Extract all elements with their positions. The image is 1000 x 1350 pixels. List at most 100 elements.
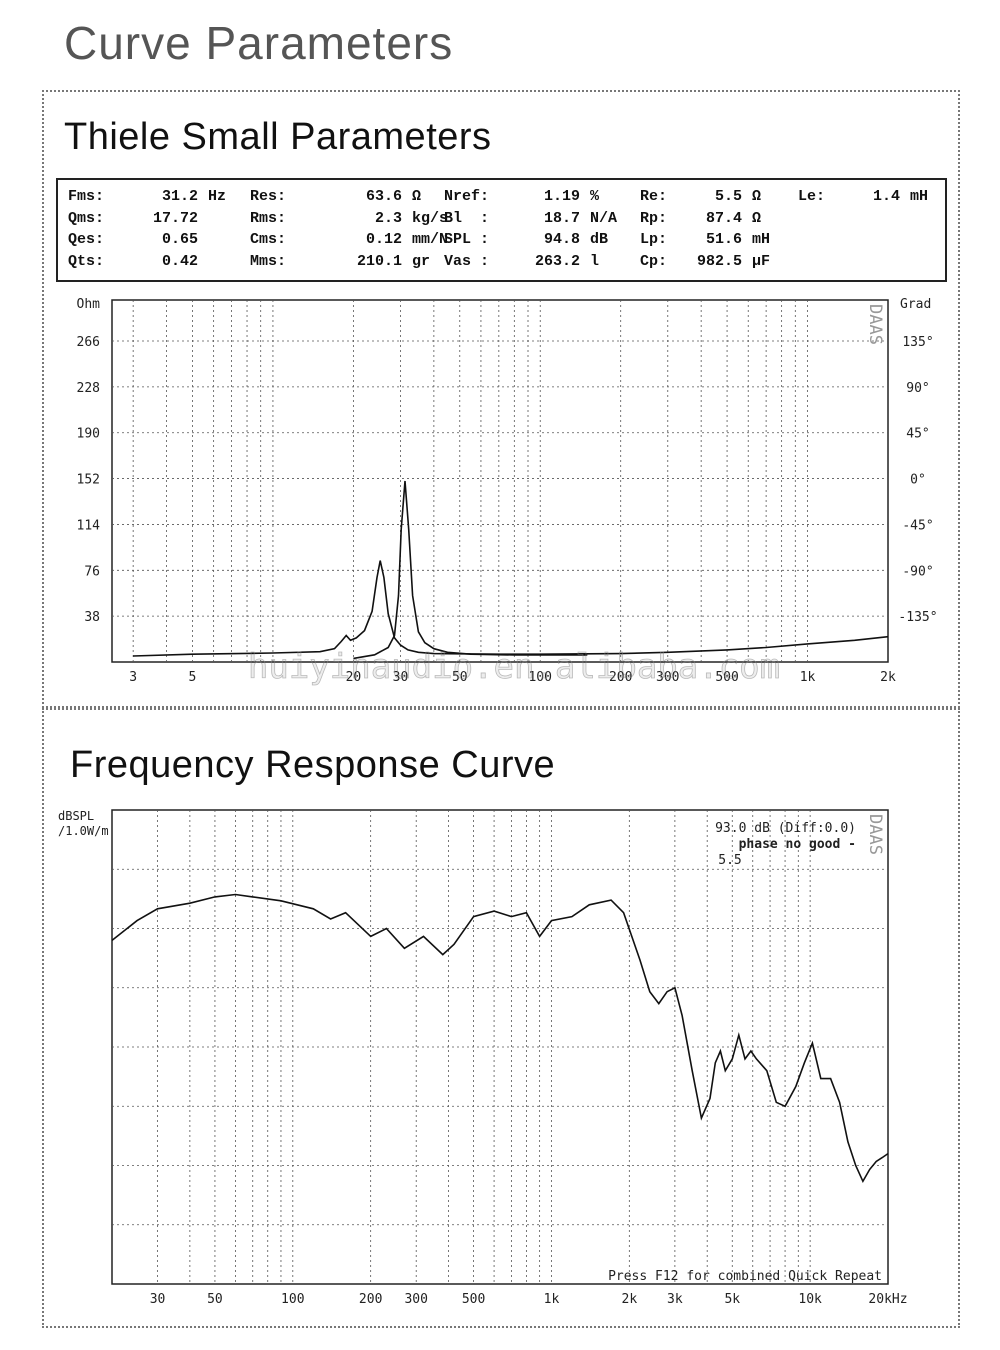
y-tick-label: 76 — [84, 564, 100, 579]
impedance-curve — [353, 480, 588, 660]
y-tick-label: 190 — [77, 427, 100, 442]
x-tick-label: 20 — [346, 670, 362, 685]
re-annotation: 5.5 — [718, 853, 741, 868]
param-row: Le: 1.4 mH — [798, 186, 928, 208]
param-key: Vas : — [444, 252, 490, 270]
y-tick-label: 228 — [77, 381, 100, 396]
y2-tick-label: -45° — [902, 518, 933, 533]
ts-section-title: Thiele Small Parameters — [64, 116, 492, 158]
param-value: 1.19 — [543, 188, 580, 205]
param-value: 982.5 — [696, 252, 742, 270]
y-axis-unit: /1.0W/m — [58, 824, 109, 838]
y-tick-label: 38 — [84, 610, 100, 625]
x-tick-label: 10k — [798, 1292, 822, 1307]
y-axis-label: dBSPL — [58, 809, 94, 823]
x-tick-label: 100 — [281, 1292, 304, 1307]
x-tick-label: 5 — [189, 670, 197, 685]
impedance-chart: 38 76 114 152 190 228 266 Ohm Grad -135° -90° -45° 0… — [77, 297, 938, 687]
param-row: Nref: 1.19% — [444, 186, 617, 208]
y2-tick-label: 90° — [906, 381, 929, 396]
param-key: Cp: — [640, 252, 668, 270]
x-tick-label: 50 — [452, 670, 468, 685]
param-key: Qts: — [68, 252, 105, 270]
param-row: Qts: 0.42 — [68, 251, 226, 273]
x-tick-label: 500 — [715, 670, 738, 685]
y-axis-label: Ohm — [77, 297, 101, 312]
phase-annotation: phase no good - — [739, 837, 856, 852]
param-key: Rms: — [250, 209, 287, 227]
param-value: 210.1 — [356, 252, 402, 270]
param-row: Qms: 17.72 — [68, 208, 226, 230]
param-value: 87.4 — [705, 209, 742, 227]
param-unit: dB — [590, 231, 609, 248]
param-row: Bl : 18.7 N/A — [444, 208, 617, 230]
x-tick-label: 20kHz — [868, 1292, 907, 1307]
x-tick-label: 50 — [207, 1292, 223, 1307]
x-tick-label: 2k — [880, 670, 896, 685]
param-column: Re: 5.5 Ω Rp: 87.4 Ω Lp: 51.6 mH Cp: 982.5 μF — [640, 186, 770, 272]
param-unit: mH — [752, 231, 771, 248]
x-tick-label: 300 — [656, 670, 679, 685]
param-value: 31.2 — [161, 188, 198, 205]
param-unit: kg/s — [412, 209, 449, 227]
param-key: Rp: — [640, 209, 668, 227]
param-row: Vas : 263.2 l — [444, 251, 617, 273]
param-row: Cms: 0.12 mm/N — [250, 229, 448, 251]
brand-mark: DAAS — [865, 814, 885, 855]
x-tick-label: 300 — [404, 1292, 427, 1307]
x-tick-label: 5k — [724, 1292, 740, 1307]
y-tick-label: 114 — [77, 518, 101, 533]
param-unit: gr — [412, 252, 431, 270]
y2-axis-label: Grad — [900, 297, 931, 312]
x-tick-label: 200 — [359, 1292, 382, 1307]
frequency-response-curve — [111, 893, 889, 1184]
param-key: Bl : — [444, 209, 490, 227]
param-value: 263.2 — [534, 252, 580, 270]
param-row: Rms: 2.3 kg/s — [250, 208, 448, 230]
param-unit: μF — [752, 252, 771, 270]
param-row: Mms: 210.1 gr — [250, 251, 448, 273]
watermark: huiyinaudio.en.alibaba.com — [248, 647, 780, 687]
impedance-curve — [133, 560, 889, 657]
x-tick-label: 1k — [544, 1292, 560, 1307]
frequency-response-chart: dBSPL/1.0W/m 30 50 100 200 300 500 1k 2k 3k 5k 10k 2… — [58, 809, 908, 1307]
param-column: Le: 1.4 mH — [798, 186, 928, 208]
param-column: Fms: 31.2 Hz Qms: 17.72 Qes: 0.65 Qts: 0.42 — [68, 186, 226, 272]
param-row: Res: 63.6 Ω — [250, 186, 448, 208]
param-value: 5.5 — [714, 188, 742, 205]
spl-annotation: 93.0 dB (Diff:0.0) — [715, 821, 856, 836]
param-key: Lp: — [640, 231, 668, 248]
param-key: Mms: — [250, 252, 287, 270]
param-value: 0.12 — [365, 231, 402, 248]
param-unit: Ω — [752, 209, 762, 227]
param-unit: mm/N — [412, 231, 449, 248]
param-unit: l — [590, 252, 600, 270]
param-key: Qms: — [68, 209, 105, 227]
hint-annotation: Press F12 for combined Quick Repeat — [608, 1269, 882, 1284]
param-value: 2.3 — [374, 209, 402, 227]
param-value: 0.42 — [161, 252, 198, 270]
x-tick-label: 30 — [150, 1292, 166, 1307]
param-unit: N/A — [590, 209, 618, 227]
thiele-small-panel: Thiele Small Parameters Fms: 31.2 Hz Qms: 17… — [42, 90, 960, 708]
param-value: 18.7 — [543, 209, 580, 227]
param-unit: Hz — [208, 188, 227, 205]
plot-frame — [111, 299, 889, 663]
param-value: 51.6 — [705, 231, 742, 248]
param-key: Cms: — [250, 231, 287, 248]
param-key: Fms: — [68, 188, 105, 205]
x-tick-label: 3k — [667, 1292, 683, 1307]
param-key: Res: — [250, 188, 287, 205]
y2-tick-label: -90° — [902, 564, 933, 579]
x-tick-label: 30 — [393, 670, 409, 685]
y2-tick-label: 45° — [906, 427, 929, 442]
x-tick-label: 1k — [800, 670, 816, 685]
y-tick-label: 266 — [77, 335, 100, 350]
param-column: Nref: 1.19% Bl : 18.7 N/A SPL : 94.8 dB Vas : 263… — [444, 186, 617, 272]
param-row: Qes: 0.65 — [68, 229, 226, 251]
param-value: 0.65 — [161, 231, 198, 248]
y2-tick-label: 135° — [902, 335, 933, 350]
param-unit: mH — [910, 188, 929, 205]
param-unit: Ω — [752, 188, 762, 205]
param-row: SPL : 94.8 dB — [444, 229, 617, 251]
